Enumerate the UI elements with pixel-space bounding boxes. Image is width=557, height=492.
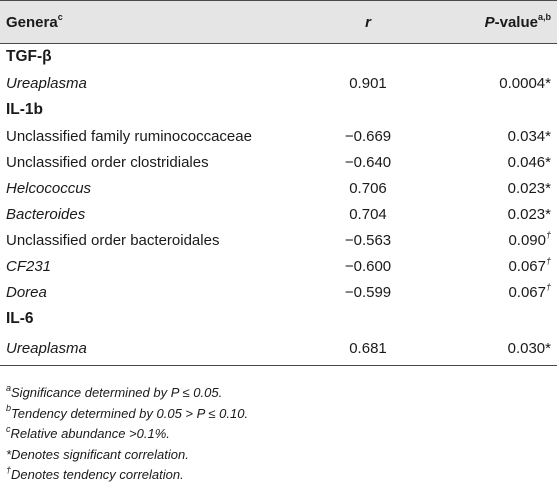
footnote-text: Denotes tendency correlation.: [11, 467, 184, 482]
header-row: Generac r P-valuea,b: [0, 0, 557, 44]
p-value: 0.0004: [499, 75, 546, 92]
group-row: IL-6: [0, 306, 557, 333]
table-row: Unclassified order clostridiales −0.640 0.…: [0, 150, 557, 176]
p-value: 0.023: [507, 180, 546, 197]
significance-mark: *: [545, 75, 551, 92]
genus-cell: CF231: [6, 258, 52, 275]
footnote-text: *Denotes significant correlation.: [6, 446, 189, 462]
r-cell: −0.600: [344, 258, 392, 275]
footnote-line: cRelative abundance >0.1%.: [6, 424, 248, 445]
p-cell: 0.0004*: [430, 71, 557, 97]
r-cell: 0.706: [349, 180, 387, 197]
r-cell: 0.704: [349, 206, 387, 223]
footnote-line: *Denotes significant correlation.: [6, 445, 248, 466]
footnote-text: Significance determined by P ≤ 0.05.: [11, 385, 223, 400]
p-value: 0.030: [507, 340, 546, 358]
r-cell: −0.563: [344, 232, 392, 249]
tendency-mark: †: [545, 282, 551, 292]
footnote-marker: c: [6, 423, 11, 434]
genus-cell: Unclassified order clostridiales: [6, 154, 209, 171]
empty-cell: [306, 97, 430, 124]
p-cell: 0.067†: [430, 280, 557, 306]
r-cell: −0.669: [344, 128, 392, 145]
genus-cell: Unclassified order bacteroidales: [6, 232, 220, 249]
footnote-text: Relative abundance >0.1%.: [10, 426, 170, 441]
p-cell: 0.030*: [430, 332, 557, 366]
table-row: Bacteroides 0.704 0.023*: [0, 202, 557, 228]
significance-mark: *: [545, 154, 551, 171]
genus-cell: Ureaplasma: [6, 75, 87, 92]
p-cell: 0.023*: [430, 176, 557, 202]
r-cell: 0.901: [349, 75, 387, 92]
table-footnotes: aSignificance determined by P ≤ 0.05. bTe…: [6, 383, 248, 486]
significance-mark: *: [545, 180, 551, 197]
table-row: Unclassified family ruminococcaceae −0.66…: [0, 124, 557, 150]
p-cell: 0.067†: [430, 254, 557, 280]
tendency-mark: †: [545, 256, 551, 266]
group-label: IL-6: [6, 310, 34, 327]
genus-cell: Ureaplasma: [0, 332, 306, 366]
table-header: Generac r P-valuea,b: [0, 0, 557, 44]
p-value: 0.034: [507, 128, 546, 145]
p-value: 0.067: [508, 284, 546, 301]
p-value: 0.090: [508, 232, 546, 249]
empty-cell: [430, 306, 557, 333]
group-label: TGF-β: [6, 48, 52, 66]
table-row: CF231 −0.600 0.067†: [0, 254, 557, 280]
genus-cell: Dorea: [6, 284, 47, 301]
empty-cell: [306, 44, 430, 71]
table-row: Unclassified order bacteroidales −0.563 0.…: [0, 228, 557, 254]
significance-mark: *: [545, 128, 551, 145]
footnote-line: †Denotes tendency correlation.: [6, 465, 248, 486]
group-row: IL-1b: [0, 97, 557, 124]
correlation-table: Generac r P-valuea,b TGF-β Ureaplasma 0.90…: [0, 0, 557, 366]
empty-cell: [306, 306, 430, 333]
tendency-mark: †: [545, 230, 551, 240]
p-value: 0.067: [508, 258, 546, 275]
footnote-line: aSignificance determined by P ≤ 0.05.: [6, 383, 248, 404]
group-label: IL-1b: [6, 101, 44, 118]
table-row: Ureaplasma 0.681 0.030*: [0, 332, 557, 366]
p-cell: 0.090†: [430, 228, 557, 254]
r-cell: 0.681: [306, 332, 430, 366]
genus-cell: Helcococcus: [6, 180, 92, 197]
empty-cell: [430, 97, 557, 124]
genus-cell: Unclassified family ruminococcaceae: [6, 128, 252, 145]
p-cell: 0.023*: [430, 202, 557, 228]
header-genera-sup: c: [57, 11, 63, 22]
p-value: 0.023: [507, 206, 546, 223]
group-row: TGF-β: [0, 44, 557, 71]
footnote-marker: a: [6, 382, 12, 393]
footnote-text: Tendency determined by 0.05 > P ≤ 0.10.: [11, 405, 249, 421]
header-pvalue-sup: a,b: [537, 11, 551, 22]
table-row: Helcococcus 0.706 0.023*: [0, 176, 557, 202]
r-cell: −0.599: [344, 284, 392, 301]
table-row: Ureaplasma 0.901 0.0004*: [0, 71, 557, 97]
header-r: r: [306, 0, 430, 44]
footnote-marker: †: [6, 464, 12, 475]
genus-cell: Bacteroides: [6, 206, 86, 223]
significance-mark: *: [545, 340, 551, 358]
header-genera-label: Genera: [6, 13, 58, 31]
table-row: Dorea −0.599 0.067†: [0, 280, 557, 306]
header-pvalue-label: -value: [494, 13, 538, 31]
header-pvalue: P-valuea,b: [430, 0, 557, 44]
p-value: 0.046: [507, 154, 546, 171]
r-cell: −0.640: [344, 154, 392, 171]
table-body: TGF-β Ureaplasma 0.901 0.0004* IL-1b Unclassi…: [0, 44, 557, 366]
empty-cell: [430, 44, 557, 71]
footnote-marker: b: [6, 403, 12, 414]
significance-mark: *: [545, 206, 551, 223]
p-cell: 0.034*: [430, 124, 557, 150]
footnote-line: bTendency determined by 0.05 > P ≤ 0.10.: [6, 404, 248, 425]
header-pvalue-p: P: [484, 13, 495, 31]
header-genera: Generac: [0, 0, 306, 44]
p-cell: 0.046*: [430, 150, 557, 176]
